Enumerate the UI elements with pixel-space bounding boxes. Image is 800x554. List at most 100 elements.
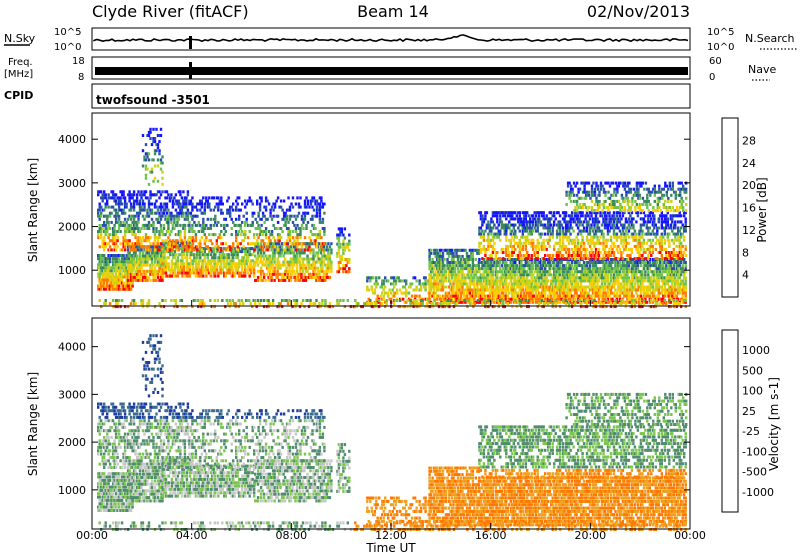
power-cell bbox=[284, 220, 287, 224]
power-cell bbox=[450, 288, 454, 292]
power-cell bbox=[512, 261, 515, 264]
power-cell bbox=[496, 288, 499, 292]
power-cell bbox=[152, 248, 155, 252]
power-cell bbox=[174, 242, 178, 246]
power-cell bbox=[526, 291, 529, 295]
power-cell bbox=[318, 205, 322, 209]
power-cell bbox=[244, 233, 247, 237]
power-cell bbox=[146, 227, 149, 230]
power-cell bbox=[429, 264, 433, 268]
power-cell bbox=[393, 285, 396, 289]
power-cell bbox=[635, 273, 638, 277]
power-cell bbox=[551, 261, 554, 264]
power-cell bbox=[123, 211, 127, 215]
power-cell bbox=[608, 264, 611, 268]
power-cell bbox=[203, 208, 206, 212]
power-cell bbox=[185, 196, 188, 200]
power-cell bbox=[502, 251, 505, 254]
power-cell bbox=[312, 257, 315, 261]
power-cell bbox=[235, 253, 238, 257]
power-cell bbox=[153, 202, 157, 206]
power-cell bbox=[563, 294, 566, 298]
power-cell bbox=[202, 220, 205, 224]
power-cell bbox=[515, 291, 518, 295]
power-cell bbox=[173, 250, 177, 254]
power-cell bbox=[487, 244, 490, 248]
power-cell bbox=[149, 190, 152, 194]
power-cell bbox=[196, 256, 199, 260]
power-cell bbox=[441, 258, 445, 261]
power-cell bbox=[471, 254, 475, 258]
power-cell bbox=[250, 253, 253, 257]
power-cell bbox=[129, 227, 133, 230]
power-cell bbox=[164, 259, 168, 263]
power-cell bbox=[143, 260, 146, 264]
power-cell bbox=[242, 259, 245, 263]
power-cell bbox=[152, 251, 155, 255]
power-cell bbox=[487, 247, 490, 251]
power-cell bbox=[122, 287, 125, 291]
power-cell bbox=[629, 297, 632, 301]
power-cell bbox=[273, 248, 276, 252]
power-cell bbox=[623, 270, 626, 274]
power-cell bbox=[561, 264, 565, 268]
power-cell bbox=[131, 275, 134, 279]
power-cell bbox=[614, 282, 617, 286]
power-cell bbox=[140, 260, 143, 264]
power-cell bbox=[273, 205, 277, 209]
power-cell bbox=[111, 196, 115, 200]
power-cell bbox=[209, 248, 212, 252]
power-cell bbox=[182, 205, 185, 209]
power-cell bbox=[304, 266, 308, 270]
power-cell bbox=[132, 220, 136, 224]
power-cell bbox=[481, 291, 484, 295]
power-cell bbox=[309, 217, 313, 221]
power-cell bbox=[128, 214, 131, 218]
power-cell bbox=[122, 242, 125, 246]
power-cell bbox=[481, 297, 484, 301]
power-cell bbox=[270, 248, 273, 252]
power-cell bbox=[600, 285, 604, 289]
power-cell bbox=[440, 261, 443, 264]
power-cell bbox=[316, 275, 320, 279]
power-cell bbox=[578, 270, 581, 274]
power-cell bbox=[600, 279, 604, 283]
power-cell bbox=[503, 264, 506, 268]
power-cell bbox=[108, 239, 112, 243]
power-cell bbox=[101, 193, 104, 197]
power-cell bbox=[229, 208, 232, 212]
power-cell bbox=[597, 291, 601, 295]
power-cell bbox=[291, 266, 294, 270]
power-cell bbox=[226, 262, 229, 266]
power-cell bbox=[128, 257, 131, 261]
power-cell bbox=[596, 294, 599, 298]
power-cell bbox=[161, 239, 164, 243]
power-cell bbox=[322, 278, 326, 282]
power-cell bbox=[527, 300, 530, 304]
power-cell bbox=[182, 265, 186, 269]
power-cell bbox=[220, 223, 223, 227]
power-cell bbox=[165, 196, 169, 200]
power-cell bbox=[491, 273, 495, 277]
power-cell bbox=[464, 261, 467, 264]
power-cell bbox=[440, 270, 443, 274]
power-cell bbox=[264, 278, 267, 282]
power-cell bbox=[174, 233, 178, 237]
power-cell bbox=[282, 260, 285, 264]
power-cell bbox=[113, 284, 116, 288]
power-cell bbox=[561, 279, 565, 283]
power-cell bbox=[399, 288, 402, 292]
power-cell bbox=[255, 245, 258, 249]
power-cell bbox=[569, 300, 572, 304]
power-cell bbox=[100, 278, 103, 282]
power-cell bbox=[470, 248, 473, 252]
power-cell bbox=[684, 291, 687, 295]
power-cell bbox=[478, 288, 481, 292]
power-cell bbox=[370, 276, 373, 280]
power-cell bbox=[440, 254, 443, 258]
power-cell bbox=[254, 217, 257, 221]
power-cell bbox=[152, 227, 155, 230]
power-cell bbox=[321, 227, 325, 230]
noise-trace bbox=[93, 34, 689, 43]
power-cell bbox=[163, 259, 166, 263]
